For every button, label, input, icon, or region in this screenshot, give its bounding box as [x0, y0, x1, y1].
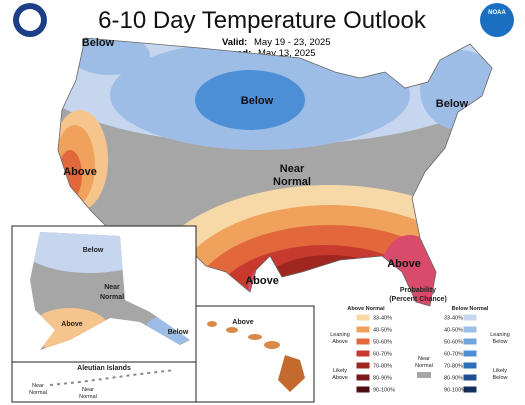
legend-above-swatch: [355, 325, 371, 334]
label-near-normal-1: Near: [280, 163, 305, 175]
hawaii-label: Above: [232, 319, 254, 326]
legend-leaning-below-2: Below: [493, 339, 508, 345]
label-northwest: Below: [82, 37, 115, 49]
commerce-logo-inner: [19, 9, 41, 31]
legend-likely-above-1: Likely: [333, 368, 347, 374]
label-gulf: Above: [245, 275, 279, 287]
legend-below-level: 33-40%: [444, 316, 463, 322]
aleutians-west-1: Near: [32, 383, 44, 389]
aleutians-west-2: Normal: [29, 390, 47, 396]
alaska-central-2: Normal: [100, 294, 124, 301]
legend-below-level: 50-60%: [444, 340, 463, 346]
legend-title: Probability: [400, 287, 436, 294]
valid-dates: May 19 - 23, 2025: [254, 37, 331, 48]
legend-above-swatch: [355, 349, 371, 358]
legend-below-swatch: [462, 385, 478, 394]
alaska-north: Below: [83, 247, 104, 254]
alaska-south: Above: [61, 321, 83, 328]
noaa-logo: [480, 3, 514, 37]
legend-near-normal-2: Normal: [415, 363, 433, 369]
legend-above-swatch: [355, 385, 371, 394]
legend-above-level: 60-70%: [373, 352, 392, 358]
legend-near-normal-1: Near: [418, 356, 430, 362]
noaa-logo-text: NOAA: [488, 10, 506, 16]
legend: Probability (Percent Chance) Above Norma…: [330, 287, 510, 394]
label-southeast: Above: [387, 258, 421, 270]
legend-below-level: 60-70%: [444, 352, 463, 358]
alaska-southeast: Below: [168, 329, 189, 336]
label-central: Below: [241, 95, 274, 107]
alaska-central-1: Near: [104, 284, 120, 291]
aleutians-title: Aleutian Islands: [77, 365, 131, 372]
legend-above-swatch: [355, 337, 371, 346]
legend-above-header: Above Normal: [347, 306, 385, 312]
legend-likely-below-1: Likely: [493, 368, 507, 374]
legend-leaning-above-2: Above: [332, 339, 348, 345]
legend-above-level: 70-80%: [373, 364, 392, 370]
legend-below-level: 90-100%: [444, 388, 466, 394]
legend-below-level: 40-50%: [444, 328, 463, 334]
legend-above-swatch: [355, 361, 371, 370]
legend-below-swatch: [462, 361, 478, 370]
legend-above-level: 80-90%: [373, 376, 392, 382]
legend-below-swatch: [462, 373, 478, 382]
legend-below-level: 80-90%: [444, 376, 463, 382]
legend-above-level: 40-50%: [373, 328, 392, 334]
label-near-normal-2: Normal: [273, 176, 311, 188]
valid-label: Valid:: [222, 37, 247, 48]
legend-below-level: 70-80%: [444, 364, 463, 370]
legend-leaning-below-1: Leaning: [490, 332, 510, 338]
legend-below-swatch: [462, 349, 478, 358]
legend-above-level: 50-60%: [373, 340, 392, 346]
legend-below-header: Below Normal: [452, 306, 489, 312]
legend-below-swatch: [462, 337, 478, 346]
label-northeast: Below: [436, 98, 469, 110]
legend-likely-below-2: Below: [493, 375, 508, 381]
title: 6-10 Day Temperature Outlook: [98, 7, 427, 34]
issued-date: May 13, 2025: [258, 48, 316, 59]
aleutians-east-2: Normal: [79, 394, 97, 400]
legend-above-swatch: [355, 373, 371, 382]
legend-below-swatch: [462, 313, 478, 322]
legend-above-level: 90-100%: [373, 388, 395, 394]
legend-above-swatch: [355, 313, 371, 322]
legend-below-swatch: [462, 325, 478, 334]
legend-subtitle: (Percent Chance): [389, 296, 447, 303]
legend-leaning-above-1: Leaning: [330, 332, 350, 338]
legend-above-level: 33-40%: [373, 316, 392, 322]
label-california: Above: [63, 166, 97, 178]
legend-likely-above-2: Above: [332, 375, 348, 381]
hawaii-islands: [207, 321, 305, 392]
legend-near-normal-swatch: [417, 372, 431, 378]
hawaii-inset: [195, 305, 315, 403]
aleutians-east-1: Near: [82, 387, 94, 393]
aleutians-inset: [11, 361, 197, 403]
